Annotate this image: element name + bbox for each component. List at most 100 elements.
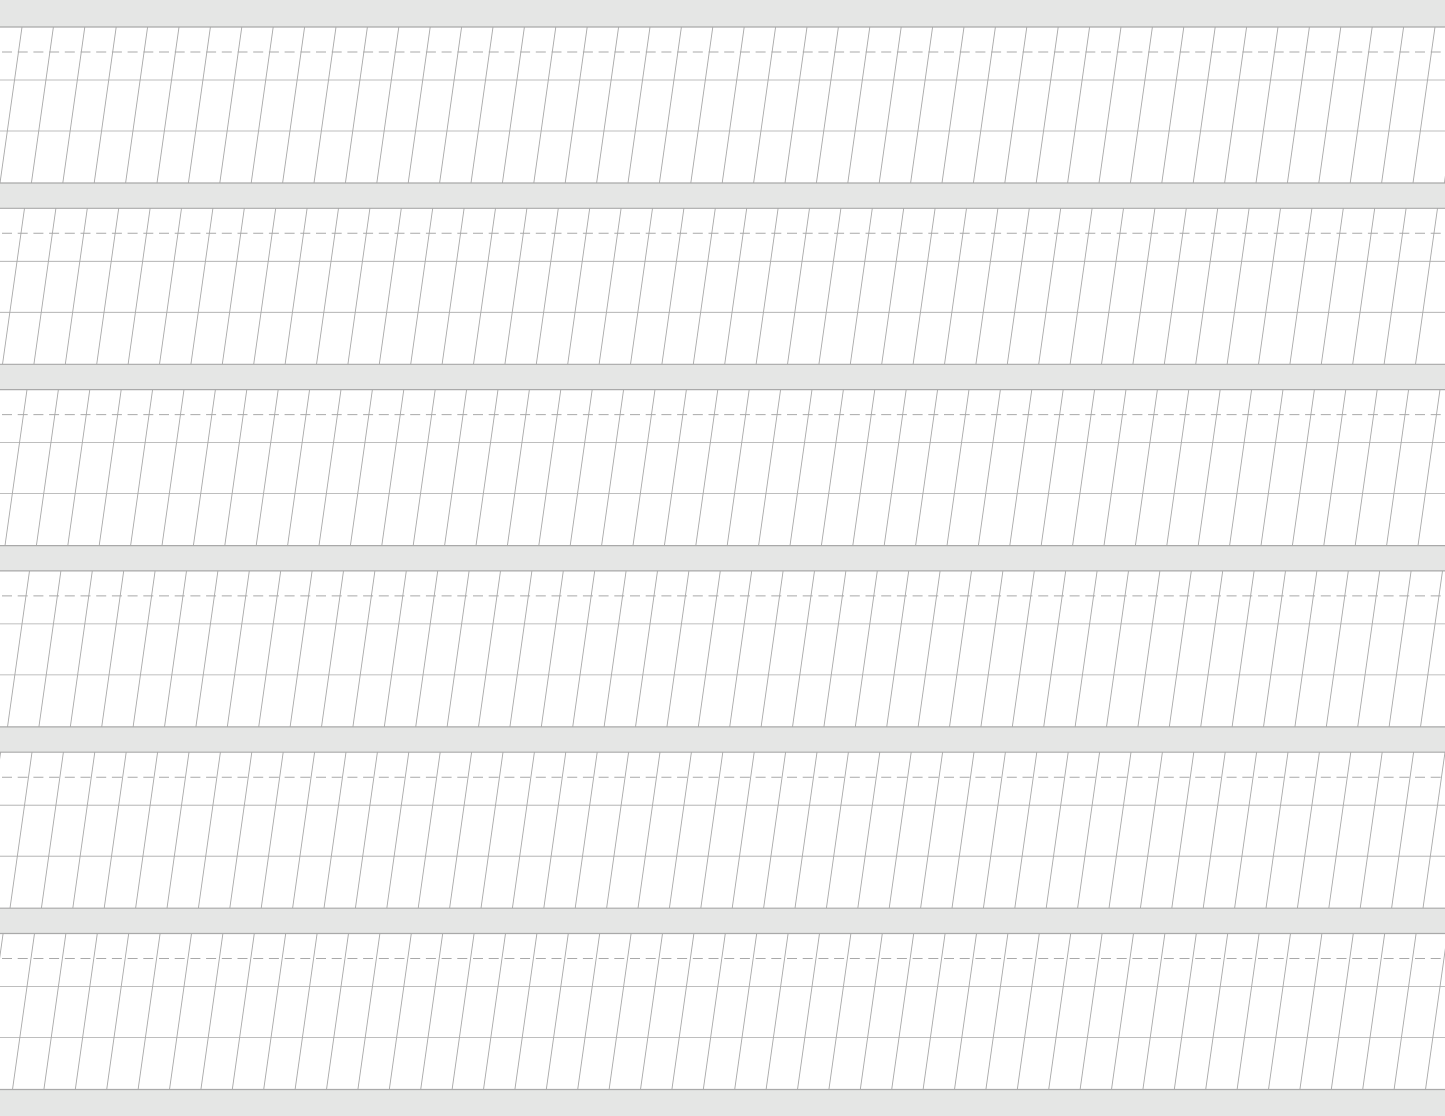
slant-line (219, 26, 243, 184)
slant-line (1045, 752, 1069, 909)
slant-line (4, 389, 28, 546)
slant-line (972, 26, 996, 184)
slant-line (255, 389, 279, 546)
slant-line (789, 389, 813, 546)
slant-line (1412, 26, 1436, 184)
slant-line (1388, 570, 1412, 727)
slant-line (420, 933, 444, 1090)
slant-line (852, 389, 876, 546)
slant-line (30, 26, 54, 184)
slant-line (765, 933, 789, 1090)
slant-line (697, 570, 721, 727)
block-background (0, 933, 1445, 1090)
slant-line (43, 933, 67, 1090)
slant-line (344, 26, 368, 184)
slant-line (797, 933, 820, 1090)
slant-line (721, 26, 745, 184)
slant-line (912, 208, 936, 365)
slant-line (475, 389, 499, 546)
slant-line (224, 389, 248, 546)
slant-line (292, 752, 316, 909)
writing-block (0, 389, 1445, 547)
slant-line (1108, 752, 1132, 909)
slant-line (1101, 208, 1124, 365)
slant-line (326, 933, 349, 1090)
slant-line (915, 389, 939, 546)
slant-line (35, 389, 59, 546)
slant-line (1079, 933, 1103, 1090)
slant-line (910, 26, 934, 184)
writing-block (0, 570, 1445, 728)
slant-line (540, 570, 564, 727)
slant-line (1103, 389, 1127, 546)
slant-line (608, 933, 632, 1090)
slant-line (1139, 752, 1163, 909)
slant-line (1354, 389, 1378, 546)
slant-line (888, 752, 912, 909)
slant-line (920, 752, 944, 909)
slant-line (1009, 389, 1033, 546)
slant-line (1231, 570, 1255, 727)
slant-line (606, 752, 630, 909)
slant-line (702, 933, 726, 1090)
slant-line (62, 26, 86, 184)
slant-line (883, 389, 907, 546)
slant-line (93, 26, 117, 184)
slant-line (258, 570, 282, 727)
slant-line (1200, 570, 1224, 727)
slant-line (985, 933, 1009, 1090)
slant-line (661, 208, 685, 365)
slant-line (1383, 208, 1407, 365)
slant-line (815, 26, 839, 184)
slant-line (7, 570, 30, 727)
slant-line (1166, 389, 1190, 546)
slant-line (1328, 752, 1352, 909)
slant-line (98, 389, 122, 546)
slant-line (321, 570, 344, 727)
slant-line (449, 752, 473, 909)
slant-line (1006, 208, 1030, 365)
slant-line (253, 208, 277, 365)
slant-line (1294, 570, 1318, 727)
slant-line (192, 389, 216, 546)
slant-line (318, 389, 342, 546)
slant-line (1173, 933, 1197, 1090)
slant-line (1265, 752, 1289, 909)
slant-line (347, 208, 371, 365)
slant-line (1226, 208, 1250, 365)
slant-line (1134, 389, 1158, 546)
slant-line (1415, 208, 1438, 365)
slant-line (1106, 570, 1129, 727)
slant-line (787, 208, 810, 365)
slant-line (161, 389, 185, 546)
slant-line (67, 389, 91, 546)
slant-line (1359, 752, 1383, 909)
slant-line (637, 752, 661, 909)
slant-line (439, 26, 463, 184)
slant-line (473, 208, 496, 365)
slant-line (753, 26, 777, 184)
slant-line (663, 389, 687, 546)
slant-line (1069, 208, 1093, 365)
slant-line (700, 752, 724, 909)
slant-line (1161, 26, 1185, 184)
slant-line (451, 933, 475, 1090)
slant-line (1258, 208, 1281, 365)
slant-line (511, 752, 535, 909)
slant-line (666, 570, 690, 727)
slant-line (538, 389, 562, 546)
slant-line (734, 933, 758, 1090)
slant-line (1381, 26, 1405, 184)
slant-line (74, 933, 98, 1090)
slant-line (857, 752, 881, 909)
slant-line (1077, 752, 1101, 909)
writing-block (0, 207, 1445, 365)
slant-line (1197, 389, 1221, 546)
slant-line (1234, 752, 1258, 909)
slant-line (763, 752, 787, 909)
slant-line (127, 208, 151, 365)
slant-line (881, 208, 905, 365)
slant-line (125, 26, 149, 184)
slant-line (545, 933, 569, 1090)
